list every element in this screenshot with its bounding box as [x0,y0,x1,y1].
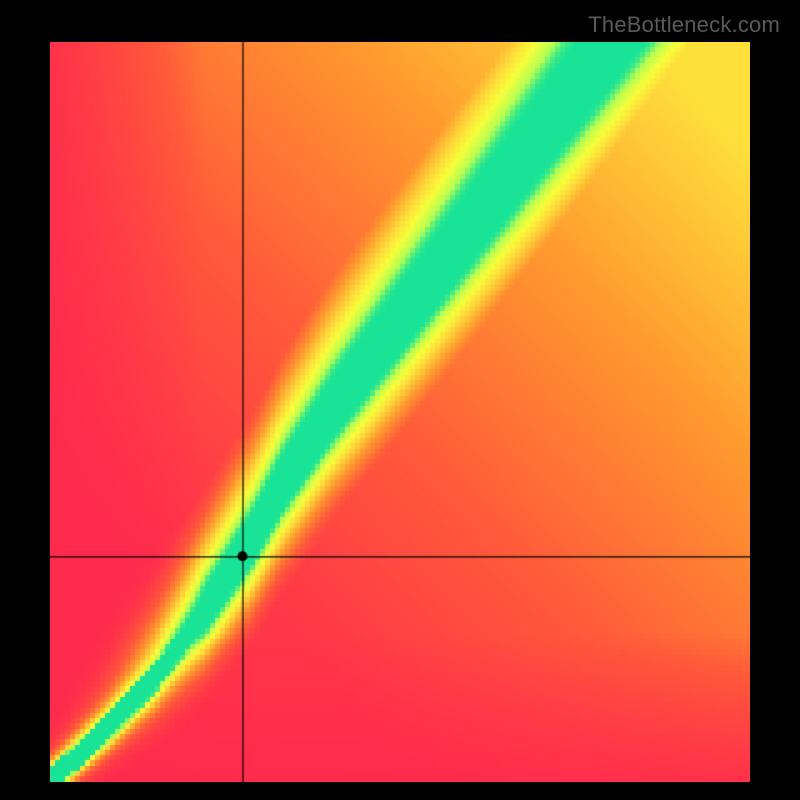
crosshair-overlay [50,42,750,782]
chart-container: TheBottleneck.com [0,0,800,800]
watermark-text: TheBottleneck.com [588,12,780,38]
